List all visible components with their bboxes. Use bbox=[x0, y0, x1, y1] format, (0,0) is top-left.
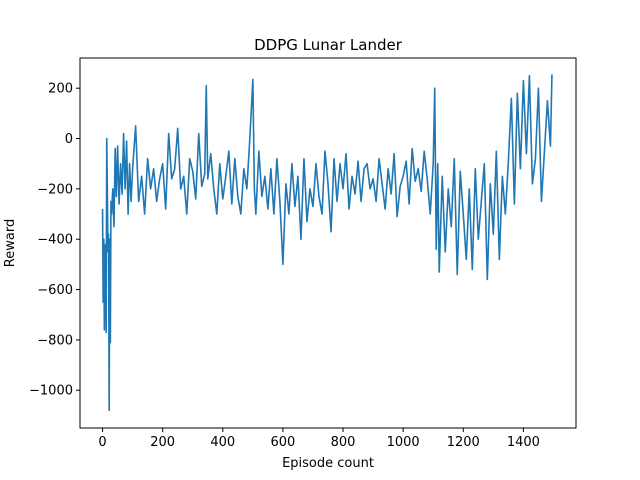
x-tick-label: 400 bbox=[210, 435, 235, 450]
y-tick-label: 0 bbox=[65, 132, 73, 147]
y-tick-label: −800 bbox=[37, 333, 73, 348]
series-line-0 bbox=[101, 74, 553, 412]
y-tick-label: 200 bbox=[48, 82, 73, 97]
x-axis: 0 200 400 600 800 1000 1200 1400 bbox=[98, 428, 540, 450]
axes-frame bbox=[79, 57, 577, 429]
x-tick-label: 600 bbox=[270, 435, 295, 450]
x-axis-title: Episode count bbox=[282, 456, 374, 471]
x-tick-label: 200 bbox=[150, 435, 175, 450]
x-tick-label: 0 bbox=[98, 435, 106, 450]
y-tick-label: −1000 bbox=[29, 384, 73, 399]
y-axis-title: Reward bbox=[3, 219, 18, 267]
x-tick-label: 1200 bbox=[447, 435, 480, 450]
y-tick-label: −400 bbox=[37, 233, 73, 248]
x-tick-label: 800 bbox=[331, 435, 356, 450]
chart-title: DDPG Lunar Lander bbox=[254, 36, 403, 54]
y-axis: −1000 −800 −600 −400 −200 0 200 bbox=[29, 82, 80, 399]
x-tick-label: 1000 bbox=[387, 435, 420, 450]
y-tick-label: −200 bbox=[37, 182, 73, 197]
x-tick-label: 1400 bbox=[507, 435, 540, 450]
y-tick-label: −600 bbox=[37, 283, 73, 298]
plot-area bbox=[101, 74, 553, 412]
